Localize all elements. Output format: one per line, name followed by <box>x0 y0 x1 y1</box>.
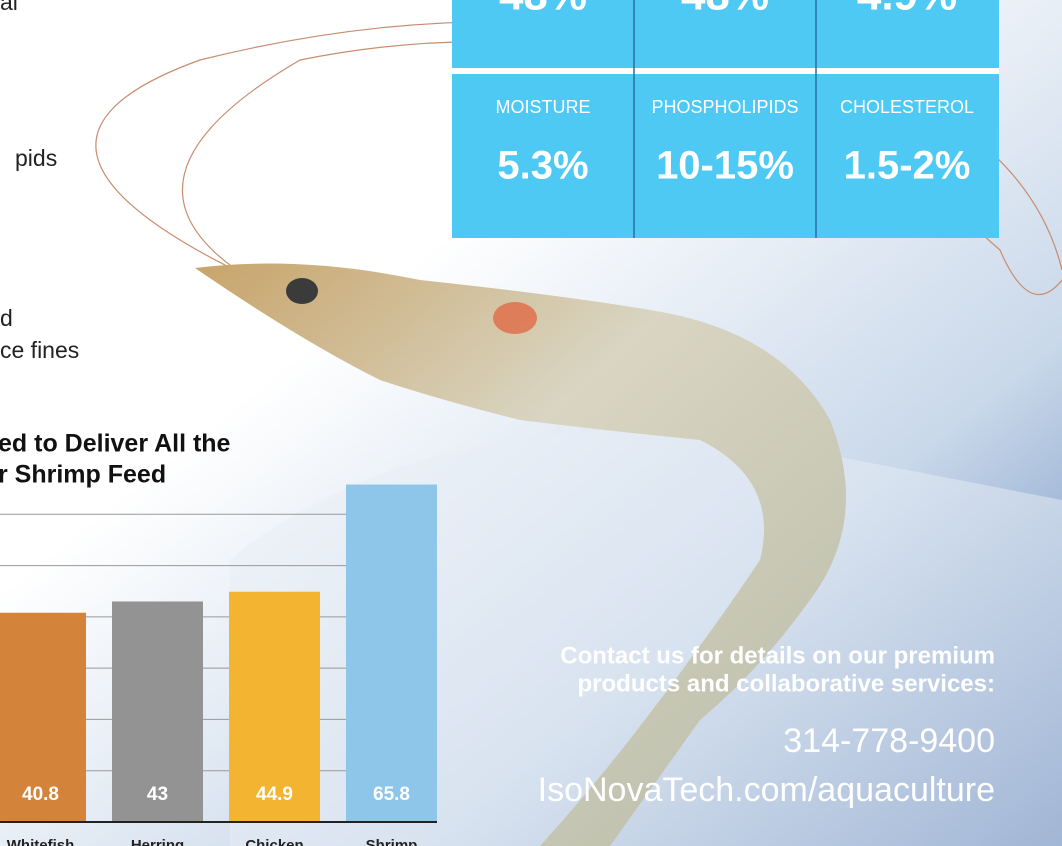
x-tick-label: Herring <box>131 837 184 846</box>
contact-heading: products and collaborative services: <box>578 670 995 697</box>
body-text: d <box>0 305 13 331</box>
body-text: ce fines <box>0 337 79 363</box>
stat-label: CHOLESTEROL <box>840 97 974 117</box>
stat-value: 48% <box>681 0 769 20</box>
x-tick-label: Shrimp <box>366 837 418 846</box>
contact-heading: Contact us for details on our premium <box>560 642 995 669</box>
body-text: pids <box>15 145 57 171</box>
chart-title: ed to Deliver All the <box>0 430 231 458</box>
chart-title: r Shrimp Feed <box>0 461 166 489</box>
x-tick-label: Whitefish <box>7 837 75 846</box>
stat-label: PHOSPHOLIPIDS <box>651 97 798 117</box>
stat-value: 5.3% <box>497 144 588 188</box>
flyer: 48% 48% 4.9% MOISTURE 5.3% PHOSPHOLIPIDS 10-15… <box>0 0 1062 846</box>
value-label: 44.9 <box>256 784 293 805</box>
x-tick-label: Chicken <box>245 837 303 846</box>
value-label: 65.8 <box>373 784 410 805</box>
value-label: 40.8 <box>22 784 59 805</box>
stats-panel <box>452 0 999 238</box>
bar <box>346 485 437 822</box>
stat-value: 10-15% <box>656 144 794 188</box>
phone: 314-778-9400 <box>783 722 995 760</box>
url[interactable]: IsoNovaTech.com/aquaculture <box>538 771 995 809</box>
stat-value: 4.9% <box>857 0 957 20</box>
shrimp-eye <box>286 278 318 304</box>
shrimp-spot <box>493 302 537 334</box>
body-text: al <box>0 0 18 15</box>
stat-value: 1.5-2% <box>844 144 971 188</box>
divider <box>452 68 999 74</box>
stat-label: MOISTURE <box>495 97 590 117</box>
stat-value: 48% <box>499 0 587 20</box>
value-label: 43 <box>147 784 168 805</box>
